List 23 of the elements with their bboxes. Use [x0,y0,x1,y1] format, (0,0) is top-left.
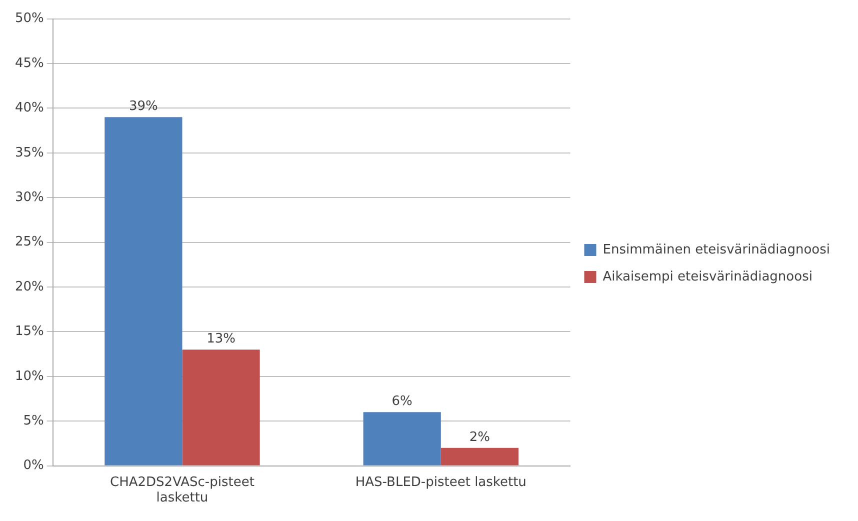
bar [104,117,182,466]
bar [182,350,260,466]
data-label: 39% [128,99,158,114]
y-tick-label: 35% [14,145,44,160]
bar [363,412,441,466]
y-tick-label: 20% [14,279,44,294]
bar [440,448,518,466]
y-tick-label: 15% [14,324,44,340]
legend-label: Aikaisempi eteisvärinädiagnoosi [602,269,812,284]
legend-label: Ensimmäinen eteisvärinädiagnoosi [602,242,830,258]
data-label: 6% [392,394,412,410]
data-label: 2% [469,430,490,445]
y-tick-label: 10% [14,368,44,384]
data-label: 13% [206,331,236,346]
y-tick-label: 45% [14,56,44,71]
y-tick-label: 50% [14,11,44,26]
y-tick-label: 25% [14,234,44,250]
x-tick-label: CHA2DS2VASc-pisteet laskettu [110,474,254,506]
y-tick-label: 30% [14,190,44,205]
y-tick-label: 0% [23,458,44,474]
y-tick-label: 40% [14,100,44,116]
x-tick-label: HAS-BLED-pisteet laskettu [355,474,526,490]
y-tick-label: 5% [23,413,44,428]
